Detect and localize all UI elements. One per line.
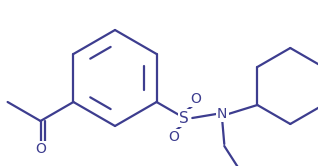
- Text: O: O: [190, 92, 201, 106]
- Text: O: O: [35, 142, 46, 156]
- Text: S: S: [179, 111, 189, 125]
- Text: O: O: [168, 130, 179, 144]
- Text: N: N: [217, 107, 227, 121]
